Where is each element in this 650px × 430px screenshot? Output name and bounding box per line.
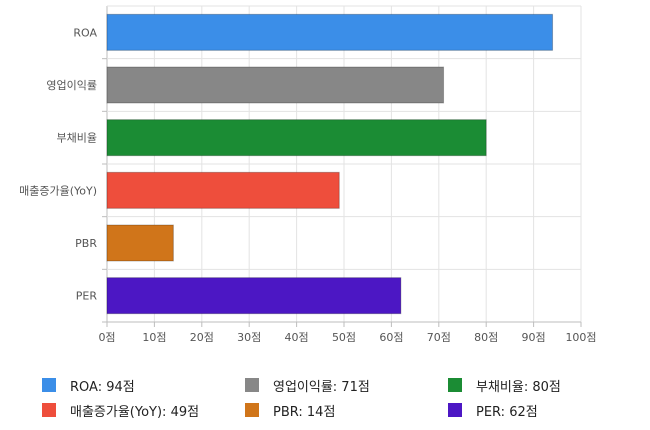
legend-item-operating-margin: 영업이익률: 71점 bbox=[245, 374, 370, 396]
legend-swatch bbox=[42, 378, 56, 392]
legend-item-debt-ratio: 부채비율: 80점 bbox=[448, 374, 561, 396]
category-label: PER bbox=[76, 290, 98, 303]
x-tick-label: 100점 bbox=[565, 331, 596, 344]
x-tick-label: 50점 bbox=[332, 331, 356, 344]
category-label: 영업이익률 bbox=[46, 79, 97, 92]
legend-swatch bbox=[245, 378, 259, 392]
legend-label: 매출증가율(YoY): 49점 bbox=[70, 404, 200, 420]
bar-3 bbox=[106, 171, 340, 209]
legend-label: ROA: 94점 bbox=[70, 379, 135, 395]
x-tick-label: 30점 bbox=[237, 331, 261, 344]
axes: 0점 10점 20점 30점 40점 50점 60점 70점 80점 90점 100점 ROA 영업이익… bbox=[19, 26, 596, 344]
x-tick-label: 0점 bbox=[98, 331, 115, 344]
x-tick-label: 40점 bbox=[285, 331, 309, 344]
x-tick-label: 90점 bbox=[522, 331, 546, 344]
grid-lines bbox=[106, 5, 582, 323]
legend-label: 부채비율: 80점 bbox=[476, 379, 561, 395]
legend-swatch bbox=[42, 403, 56, 417]
legend-item-per: PER: 62점 bbox=[448, 399, 538, 421]
bar-5 bbox=[106, 277, 402, 315]
category-label: 매출증가율(YoY) bbox=[19, 184, 97, 197]
legend-item-sales-growth: 매출증가율(YoY): 49점 bbox=[42, 399, 199, 421]
bar-1 bbox=[106, 66, 445, 104]
x-tick-label: 60점 bbox=[379, 331, 403, 344]
bar-4 bbox=[106, 224, 174, 262]
x-tick-label: 80점 bbox=[474, 331, 498, 344]
legend-label: PBR: 14점 bbox=[273, 404, 336, 420]
legend-swatch bbox=[448, 378, 462, 392]
legend-label: PER: 62점 bbox=[476, 404, 538, 420]
category-label: 부채비율 bbox=[57, 132, 97, 145]
x-tick-label: 10점 bbox=[142, 331, 166, 344]
x-tick-label: 20점 bbox=[190, 331, 214, 344]
legend-item-roa: ROA: 94점 bbox=[42, 374, 135, 396]
bar-chart: 0점 10점 20점 30점 40점 50점 60점 70점 80점 90점 100점 ROA 영업이익… bbox=[19, 5, 597, 344]
legend-swatch bbox=[448, 403, 462, 417]
category-label: PBR bbox=[75, 237, 97, 250]
category-label: ROA bbox=[73, 26, 97, 39]
bars bbox=[106, 13, 554, 315]
legend-item-pbr: PBR: 14점 bbox=[245, 399, 335, 421]
legend: ROA: 94점 영업이익률: 71점 부채비율: 80점 매출증가율(YoY)… bbox=[0, 364, 650, 430]
bar-2 bbox=[106, 119, 487, 157]
x-tick-label: 70점 bbox=[427, 331, 451, 344]
legend-swatch bbox=[245, 403, 259, 417]
bar-0 bbox=[106, 13, 554, 51]
legend-label: 영업이익률: 71점 bbox=[273, 379, 370, 395]
